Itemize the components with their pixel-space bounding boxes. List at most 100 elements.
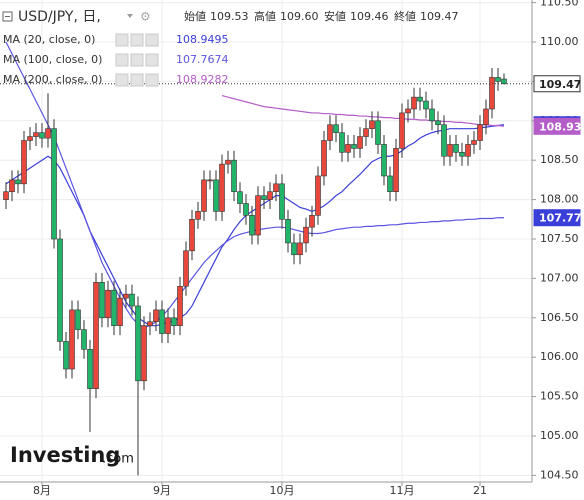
y-tick-label: 110.00 (540, 35, 579, 48)
candle-body (483, 108, 489, 126)
price-label-bg (533, 75, 581, 93)
candle-body (201, 179, 207, 212)
candle-body (405, 108, 411, 114)
candle-body (69, 309, 75, 370)
candle-body (333, 124, 339, 133)
candle-body (57, 238, 63, 342)
dropdown-arrow[interactable] (127, 14, 133, 18)
candle-body (177, 285, 183, 326)
candle-body (87, 349, 93, 390)
candle-body (429, 108, 435, 122)
ma-line (5, 41, 504, 328)
candle-body (411, 96, 417, 110)
candle-body (117, 297, 123, 326)
candle-body (123, 293, 129, 299)
candle-body (471, 140, 477, 145)
legend-icon[interactable] (130, 73, 144, 87)
candle-body (459, 152, 465, 157)
candle-body (351, 144, 357, 149)
legend-icon[interactable] (115, 53, 129, 67)
ohlc-label: 高値 (254, 9, 276, 23)
candle-body (477, 124, 483, 141)
legend-name: MA (200, close, 0) (3, 73, 102, 86)
ohlc-value: 109.47 (420, 10, 459, 23)
candle-body (135, 305, 141, 382)
candle-body (297, 242, 303, 256)
logo-suffix: .com (102, 452, 134, 467)
candle-body (453, 144, 459, 153)
candle-body (63, 341, 69, 370)
candle-body (363, 128, 369, 137)
ohlc-label: 安値 (324, 9, 346, 23)
x-tick-label: 11月 (390, 484, 415, 497)
candle-body (345, 144, 351, 153)
candle-body (447, 144, 453, 157)
ohlc-label: 終値 (394, 9, 416, 23)
candle-body (81, 329, 87, 350)
candle-body (207, 179, 213, 182)
ohlc-value: 109.46 (350, 10, 389, 23)
legend-icon[interactable] (130, 33, 144, 47)
y-tick-label: 104.50 (540, 468, 579, 481)
candle-body (51, 128, 57, 240)
candle-body (141, 325, 147, 382)
y-tick-label: 105.00 (540, 429, 579, 442)
x-tick-label: 10月 (270, 484, 295, 497)
candle-body (465, 144, 471, 157)
legend-icon[interactable] (115, 73, 129, 87)
candle-body (387, 175, 393, 193)
y-tick-label: 108.50 (540, 153, 579, 166)
candle-body (357, 136, 363, 149)
legend: MA (20, close, 0) 108.9495 MA (100, close,… (3, 33, 229, 87)
candle-body (309, 215, 315, 228)
candle-body (39, 132, 45, 139)
candle-body (15, 179, 21, 185)
candle-body (105, 289, 111, 319)
legend-icon[interactable] (145, 73, 159, 87)
candle-body (423, 100, 429, 110)
y-tick-label: 106.00 (540, 350, 579, 363)
candle-body (75, 309, 81, 330)
ohlc-header: ⚙ 始値 109.53 高値 109.60 安値 109.46 終値 109.47 (140, 9, 459, 24)
price-label-bg (533, 117, 581, 135)
candle-body (195, 211, 201, 220)
y-tick-label: 105.50 (540, 390, 579, 403)
candle-body (273, 183, 279, 193)
candle-body (45, 128, 51, 139)
candle-body (327, 124, 333, 141)
y-tick-label: 110.50 (540, 0, 579, 9)
legend-name: MA (20, close, 0) (3, 33, 95, 46)
candle-body (99, 282, 105, 319)
legend-icon[interactable] (145, 33, 159, 47)
price-label: 108.93 (539, 120, 581, 133)
candle-body (249, 215, 255, 236)
legend-icon[interactable] (115, 33, 129, 47)
candle-body (9, 179, 15, 193)
legend-value: 108.9495 (176, 33, 229, 46)
symbol-title: USD/JPY, 日, (18, 9, 101, 25)
price-label: 109.47 (539, 78, 581, 91)
candle-body (285, 218, 291, 244)
candle-body (219, 163, 225, 212)
candle-body (267, 191, 273, 200)
candle-body (279, 183, 285, 220)
price-label-bg (533, 209, 581, 227)
legend-value: 107.7674 (176, 53, 229, 66)
candle-body (369, 120, 375, 129)
candle-body (381, 144, 387, 177)
candle-body (225, 159, 231, 165)
candle-body (159, 309, 165, 334)
ma-line (221, 95, 505, 127)
candle-body (27, 136, 33, 141)
ohlc-value: 109.60 (280, 10, 319, 23)
candle-body (147, 321, 153, 326)
legend-icon[interactable] (130, 53, 144, 67)
candle-body (165, 317, 171, 334)
candle-body (393, 148, 399, 193)
x-tick-label: 8月 (33, 484, 51, 497)
candle-body (501, 78, 507, 85)
ohlc-value: 109.53 (210, 10, 249, 23)
candle-body (243, 203, 249, 216)
collapse-icon[interactable] (2, 11, 13, 22)
legend-icon[interactable] (145, 53, 159, 67)
